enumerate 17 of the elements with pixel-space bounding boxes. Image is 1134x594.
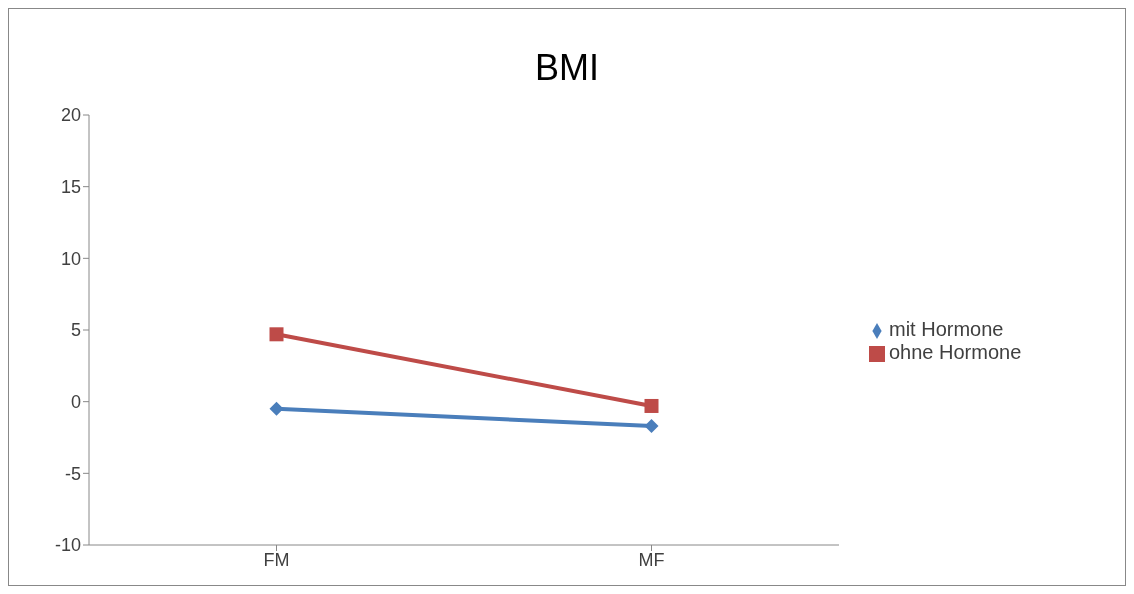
chart-frame: BMI mit Hormone ohne Hormone FM MF -10 -5 0 5 10 15 20	[8, 8, 1126, 586]
x-tick-label: MF	[638, 549, 665, 570]
y-tick-label: 15	[60, 177, 81, 198]
legend-label: ohne Hormone	[889, 341, 1022, 363]
y-tick-label: 5	[70, 320, 81, 341]
point	[644, 398, 659, 413]
x-tick-label: FM	[263, 549, 290, 570]
y-tick-label: 0	[70, 392, 81, 413]
point	[644, 419, 659, 434]
legend-label: mit Hormone	[889, 318, 1004, 340]
point	[269, 327, 284, 342]
y-tick-label: 20	[60, 105, 81, 126]
y-tick-label: 10	[60, 248, 81, 269]
y-tick-label: -5	[64, 463, 81, 484]
point	[269, 401, 284, 416]
y-tick-label: -10	[54, 535, 81, 556]
chart-title: BMI	[534, 46, 600, 90]
